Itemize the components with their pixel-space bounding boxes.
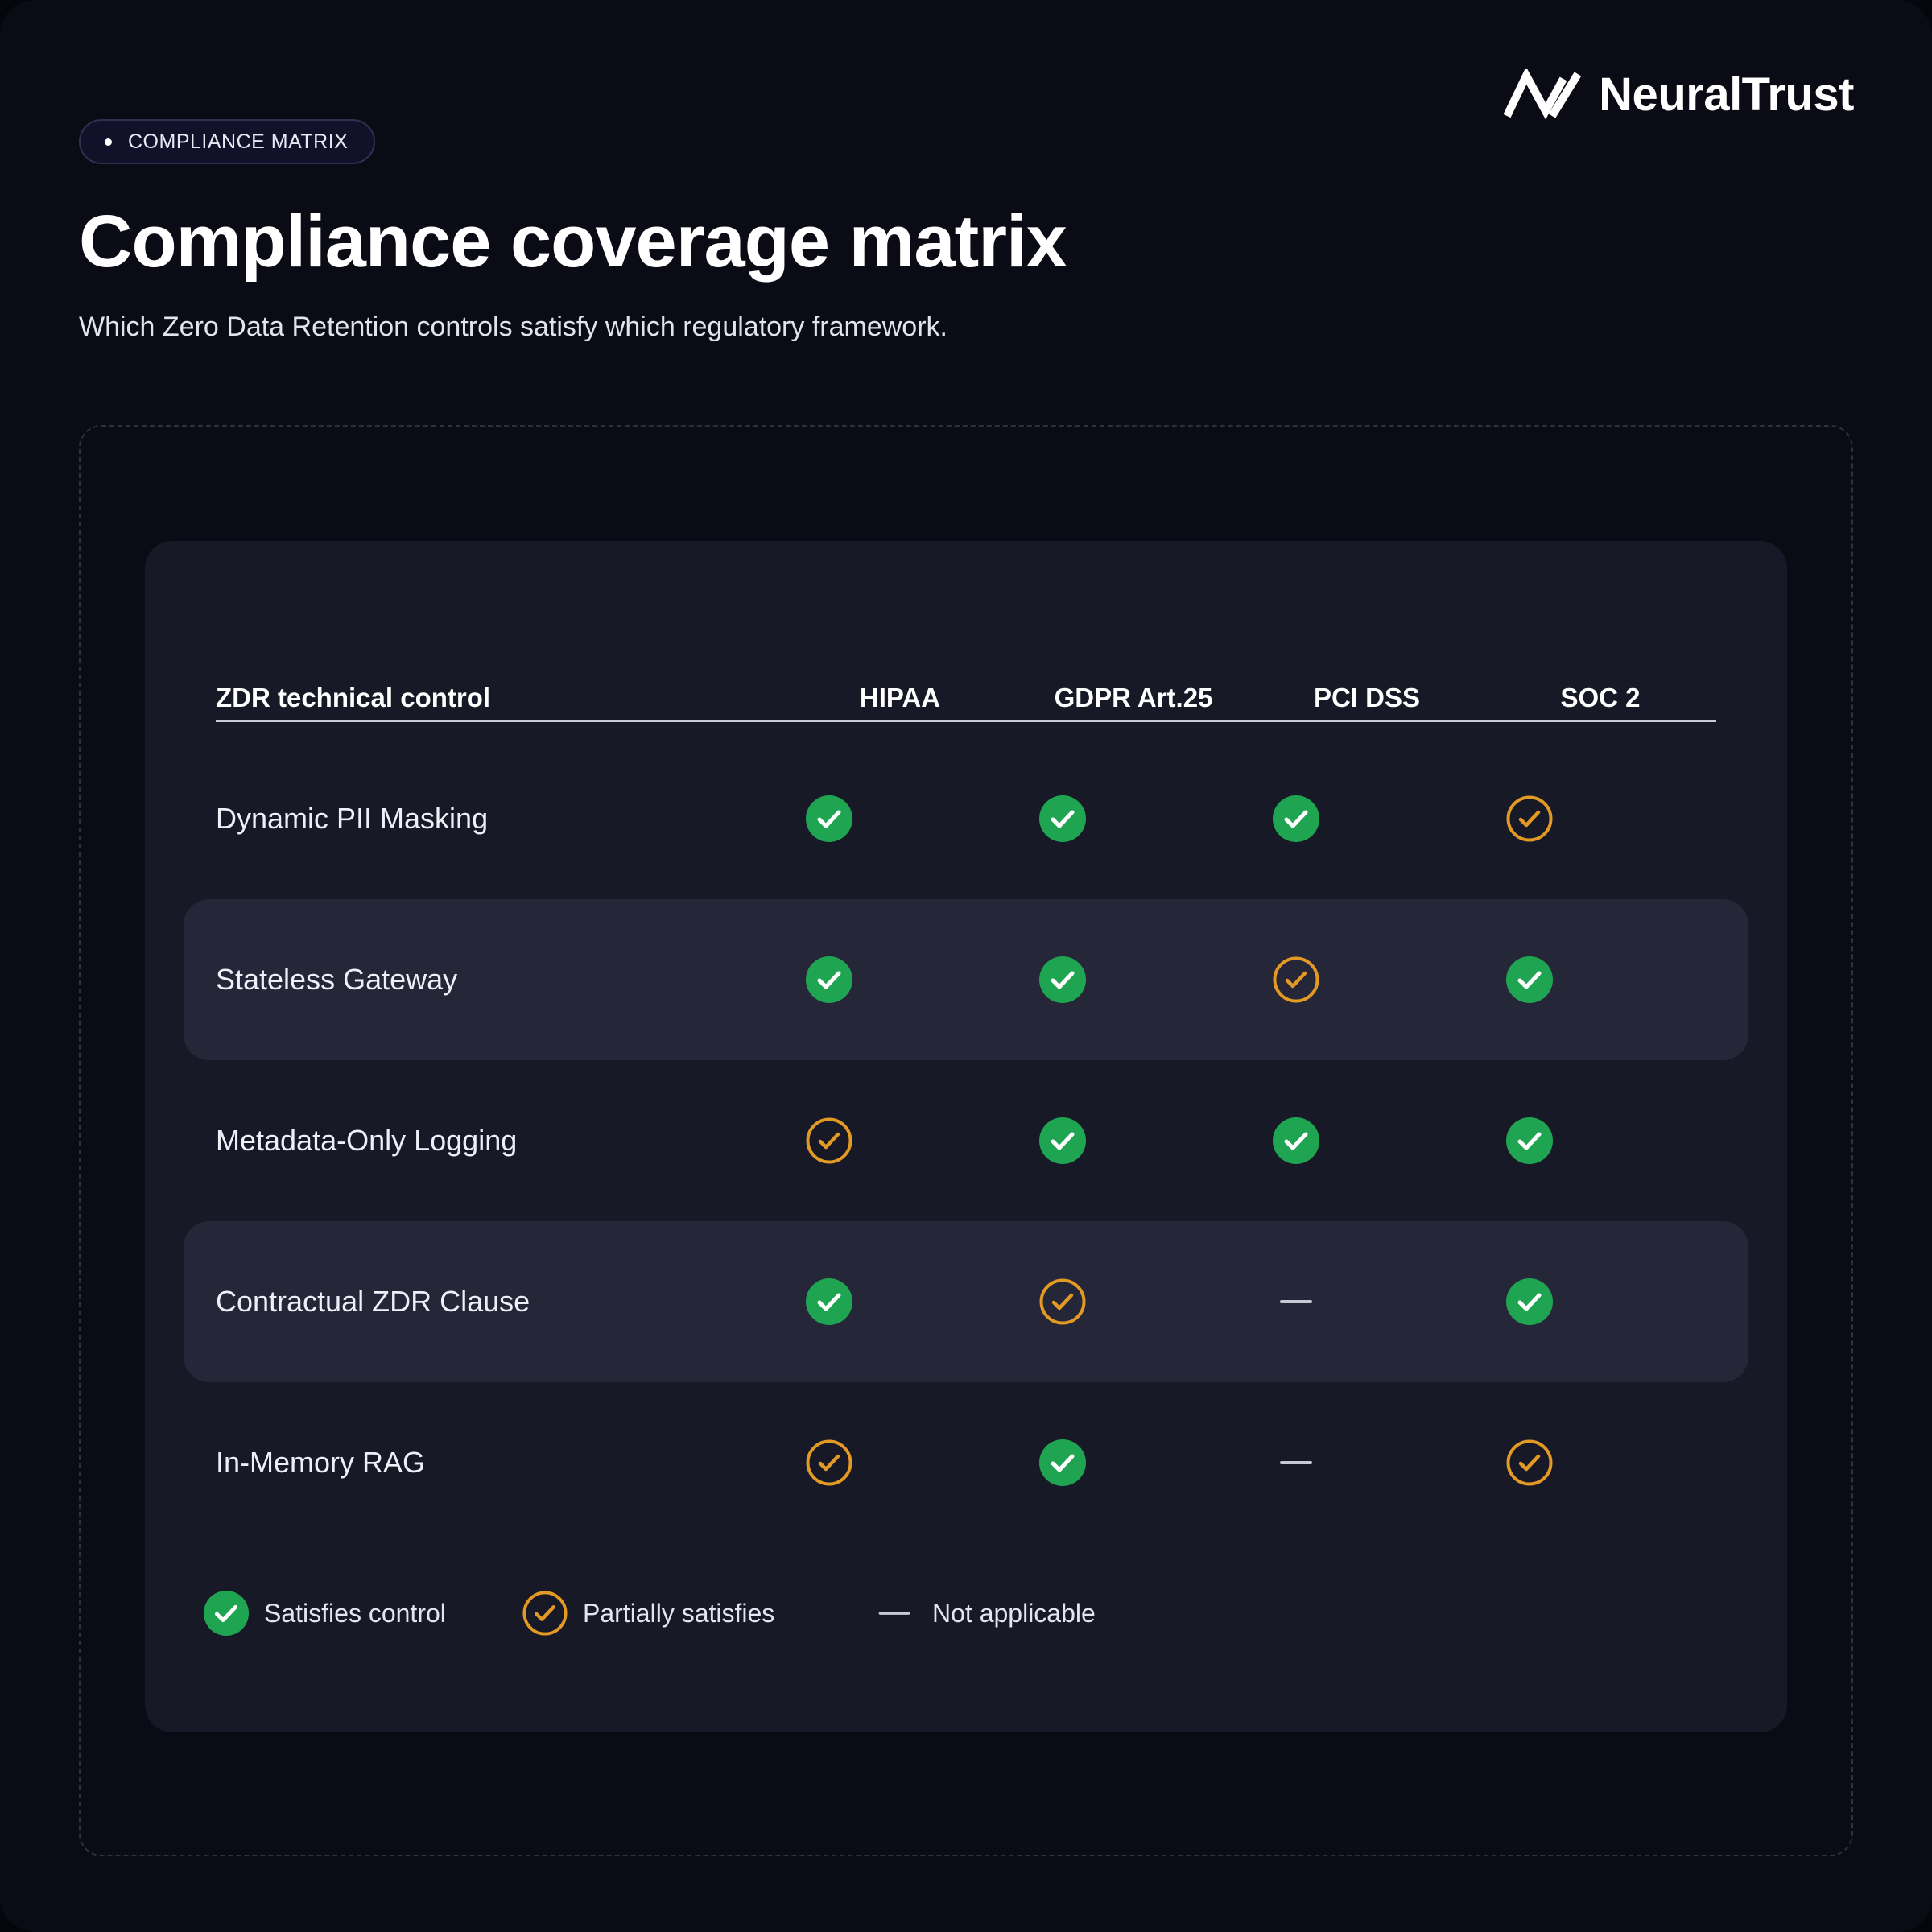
legend: Satisfies control Partially satisfies No… (203, 1587, 1732, 1639)
check-filled-icon (1506, 956, 1553, 1003)
neuraltrust-logo-icon (1503, 68, 1582, 119)
table-row: Dynamic PII Masking (184, 738, 1748, 899)
status-cell (1505, 795, 1554, 843)
status-cell (805, 795, 853, 843)
check-filled-icon (1039, 795, 1086, 842)
check-outline-icon (522, 1591, 568, 1636)
check-outline-icon (1506, 1439, 1553, 1486)
table-row: Metadata-Only Logging (184, 1060, 1748, 1221)
column-header-soc2: SOC 2 (1560, 683, 1641, 712)
status-cell (1272, 795, 1320, 843)
badge-dot-icon (105, 138, 112, 146)
table-row: Stateless Gateway (184, 899, 1748, 1060)
status-cell (1272, 956, 1320, 1004)
check-filled-icon (1039, 1439, 1086, 1486)
legend-item-partial: Partially satisfies (522, 1587, 774, 1639)
status-cell (1505, 1278, 1554, 1326)
brand-name: NeuralTrust (1599, 68, 1854, 121)
dash-icon (1280, 1461, 1312, 1464)
row-label: In-Memory RAG (216, 1446, 426, 1479)
brand-logo: NeuralTrust (1502, 68, 1854, 122)
status-cell (1038, 1117, 1087, 1165)
status-cell (1272, 1439, 1320, 1487)
status-cell (1038, 795, 1087, 843)
check-filled-icon (1506, 1278, 1553, 1325)
row-label: Dynamic PII Masking (216, 802, 489, 835)
matrix-frame (79, 425, 1853, 1856)
column-header-hipaa: HIPAA (859, 683, 941, 712)
legend-label: Satisfies control (264, 1598, 446, 1628)
row-label: Metadata-Only Logging (216, 1124, 518, 1157)
status-cell (1272, 1117, 1320, 1165)
check-filled-icon (203, 1590, 250, 1637)
check-filled-icon (1039, 956, 1086, 1003)
check-outline-icon (806, 1117, 852, 1164)
legend-item-na: Not applicable (871, 1587, 1096, 1639)
row-label: Stateless Gateway (216, 963, 458, 996)
status-cell (1038, 1278, 1087, 1326)
check-filled-icon (806, 1278, 852, 1325)
status-cell (1272, 1278, 1320, 1326)
section-badge: COMPLIANCE MATRIX (79, 119, 376, 164)
check-filled-icon (806, 956, 852, 1003)
status-cell (805, 1278, 853, 1326)
legend-label: Not applicable (932, 1598, 1096, 1628)
status-cell (1038, 1439, 1087, 1487)
check-filled-icon (1273, 1117, 1319, 1164)
check-filled-icon (1039, 1117, 1086, 1164)
table-row: Contractual ZDR Clause (184, 1221, 1748, 1382)
status-cell (1505, 1117, 1554, 1165)
check-outline-icon (806, 1439, 852, 1486)
status-cell (805, 956, 853, 1004)
legend-label: Partially satisfies (583, 1598, 775, 1628)
row-label: Contractual ZDR Clause (216, 1285, 530, 1318)
check-filled-icon (1273, 795, 1319, 842)
check-outline-icon (1273, 956, 1319, 1003)
status-cell (805, 1117, 853, 1165)
table-row: In-Memory RAG (184, 1382, 1748, 1543)
column-header-pci-dss: PCI DSS (1313, 683, 1421, 712)
dash-icon (878, 1612, 910, 1615)
status-cell (1505, 1439, 1554, 1487)
column-header-gdpr: GDPR Art.25 (1054, 683, 1213, 712)
page-subtitle: Which Zero Data Retention controls satis… (79, 312, 947, 342)
badge-label: COMPLIANCE MATRIX (128, 130, 349, 153)
legend-item-full: Satisfies control (203, 1587, 446, 1639)
status-cell (1038, 956, 1087, 1004)
status-cell (1505, 956, 1554, 1004)
check-outline-icon (1039, 1278, 1086, 1325)
status-cell (805, 1439, 853, 1487)
check-outline-icon (1506, 795, 1553, 842)
dash-icon (1280, 1300, 1312, 1303)
header-divider (216, 720, 1716, 722)
check-filled-icon (1506, 1117, 1553, 1164)
matrix-card: ZDR technical control HIPAA GDPR Art.25 … (145, 541, 1787, 1732)
page-title: Compliance coverage matrix (79, 200, 1067, 283)
column-header-control: ZDR technical control (216, 683, 491, 712)
check-filled-icon (806, 795, 852, 842)
table-header: ZDR technical control HIPAA GDPR Art.25 … (216, 654, 1716, 742)
